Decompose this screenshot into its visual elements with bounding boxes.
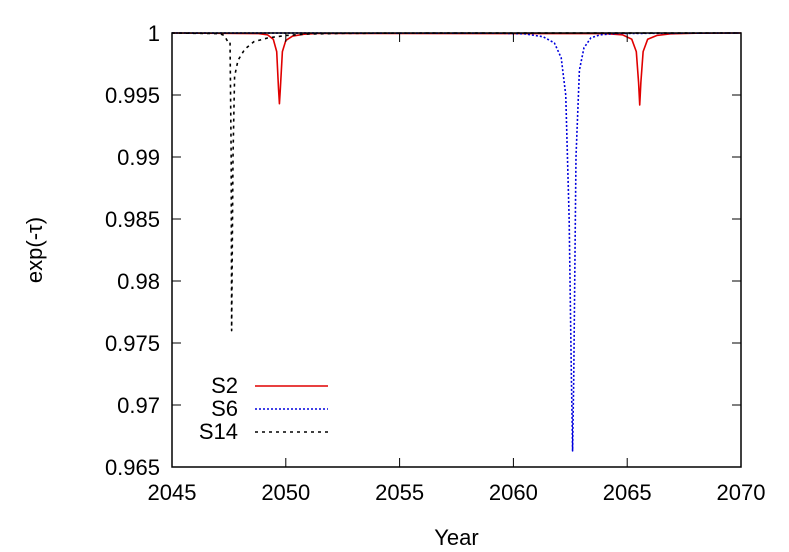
x-axis-label: Year (434, 525, 478, 550)
x-tick-label: 2045 (148, 480, 197, 505)
series-line-s6 (172, 32, 741, 452)
legend-label-s2: S2 (211, 373, 238, 398)
y-tick-label: 0.99 (117, 145, 160, 170)
x-tick-label: 2070 (717, 480, 766, 505)
y-tick-label: 0.98 (117, 269, 160, 294)
y-tick-label: 0.985 (105, 207, 160, 232)
series-line-s2 (172, 32, 741, 106)
series-layer (172, 32, 741, 452)
legend-label-s14: S14 (199, 419, 238, 444)
tick-layer: 2045 2050 2055 2060 2065 2070 0.965 0.97 0.975 0.… (105, 21, 766, 505)
x-tick-label: 2055 (375, 480, 424, 505)
y-axis-label: exp(-τ) (22, 217, 47, 283)
y-tick-label: 0.975 (105, 331, 160, 356)
y-tick-label: 0.965 (105, 455, 160, 480)
x-tick-label: 2050 (261, 480, 310, 505)
x-tick-label: 2060 (489, 480, 538, 505)
y-tick-label: 1 (148, 21, 160, 46)
legend-label-s6: S6 (211, 396, 238, 421)
plot-frame (171, 32, 742, 468)
y-tick-label: 0.995 (105, 83, 160, 108)
series-line-s14 (172, 32, 741, 332)
y-tick-label: 0.97 (117, 393, 160, 418)
x-tick-label: 2065 (603, 480, 652, 505)
